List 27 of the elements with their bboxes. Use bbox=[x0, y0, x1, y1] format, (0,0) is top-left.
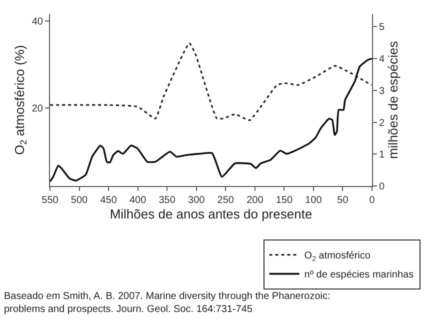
text: Baseado em Smith, A. B. 2007. Marine diversity through the Phanerozoic: problems and prospects. Journ. Geol. Soc. 164:731-745 bbox=[4, 291, 330, 315]
x-tick-label: 550 bbox=[42, 195, 59, 206]
legend-label: nº de espécies marinhas bbox=[304, 270, 414, 281]
x-tick-label: 0 bbox=[369, 195, 376, 206]
x-tick-label: 500 bbox=[70, 195, 88, 206]
x-tick-label: 350 bbox=[158, 195, 176, 206]
x-tick-label: 200 bbox=[246, 195, 264, 206]
x-tick-label: 150 bbox=[276, 195, 293, 206]
y2-tick-label: 4 bbox=[379, 54, 385, 66]
line-series bbox=[50, 42, 372, 122]
x-tick-label: 300 bbox=[188, 195, 206, 206]
y-tick-label: 40 bbox=[32, 16, 44, 28]
y-tick-label: 20 bbox=[32, 104, 44, 115]
legend-label: O$_{2}$ atmosférico bbox=[304, 250, 371, 263]
x-axis-title: Milhões de anos antes do presente bbox=[110, 206, 312, 222]
y2-tick-label: 1 bbox=[379, 150, 385, 161]
x-tick-label: 50 bbox=[337, 195, 349, 206]
x-tick-label: 100 bbox=[305, 195, 322, 206]
line-series bbox=[50, 58, 372, 182]
y2-tick-label: 0 bbox=[379, 182, 385, 192]
x-tick-label: 450 bbox=[100, 195, 118, 206]
y2-tick-label: 3 bbox=[379, 86, 385, 97]
y2-tick-label: 5 bbox=[379, 22, 385, 34]
y2-tick-label: 2 bbox=[379, 118, 385, 129]
y2-axis-title: milhões de espécies bbox=[386, 40, 401, 159]
x-tick-label: 250 bbox=[217, 195, 234, 206]
x-tick-label: 400 bbox=[129, 195, 147, 206]
